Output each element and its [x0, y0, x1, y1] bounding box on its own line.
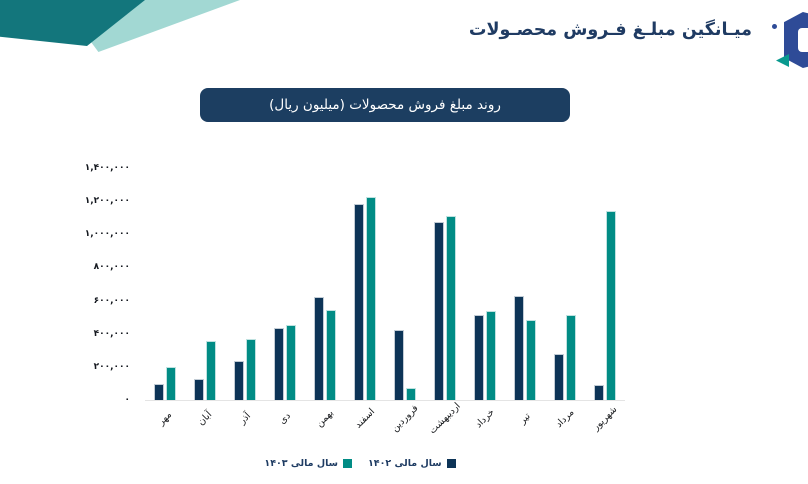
bar-group-5 — [305, 168, 345, 400]
x-axis-label: آبان — [195, 409, 215, 428]
y-tick-label: ۰ — [124, 395, 131, 405]
x-axis-label: مرداد — [553, 407, 577, 430]
page-title: میـانگین مبلـغ فـروش محصـولات — [468, 20, 752, 40]
chart-title-text: روند مبلغ فروش محصولات (میلیون ریال) — [269, 97, 501, 113]
bar-fy1403[interactable] — [446, 216, 456, 400]
bar-fy1403[interactable] — [246, 339, 256, 400]
plot-area — [145, 168, 625, 401]
logo-hexagon-cutout — [798, 28, 808, 52]
bar-fy1402[interactable] — [434, 222, 444, 400]
bar-fy1403[interactable] — [366, 197, 376, 400]
bar-group-2 — [185, 168, 225, 400]
bar-fy1402[interactable] — [394, 330, 404, 400]
x-axis-label: بهمن — [314, 407, 336, 430]
x-axis-label: آذر — [237, 410, 253, 427]
bar-group-8 — [425, 168, 465, 400]
y-tick-label: ۲۰۰,۰۰۰ — [93, 361, 130, 372]
bar-fy1402[interactable] — [154, 384, 164, 400]
bar-fy1402[interactable] — [554, 354, 564, 400]
y-tick-label: ۶۰۰,۰۰۰ — [93, 295, 130, 306]
x-axis-label: مهر — [155, 409, 175, 428]
chart-title-badge: روند مبلغ فروش محصولات (میلیون ریال) — [200, 88, 570, 122]
bar-group-7 — [385, 168, 425, 400]
brand-logo — [772, 10, 808, 76]
bar-group-12 — [585, 168, 625, 400]
bar-group-6 — [345, 168, 385, 400]
bar-fy1402[interactable] — [594, 385, 604, 400]
legend-swatch-icon — [446, 459, 456, 468]
bar-fy1402[interactable] — [234, 361, 244, 400]
bar-fy1403[interactable] — [526, 320, 536, 400]
y-axis: ۱,۴۰۰,۰۰۰ ۱,۲۰۰,۰۰۰ ۱,۰۰۰,۰۰۰ ۸۰۰,۰۰۰ ۶۰۰,۰۰… — [55, 163, 130, 405]
x-axis: مهر آبان آذر دی بهمن اسفند فروردین اردیبهشت خردا… — [145, 400, 625, 450]
y-tick-label: ۱,۰۰۰,۰۰۰ — [84, 229, 130, 240]
bar-fy1403[interactable] — [606, 211, 616, 400]
chart-legend: سال مالی ۱۴۰۲ سال مالی ۱۴۰۳ — [0, 458, 720, 469]
bar-fy1403[interactable] — [406, 388, 416, 400]
bar-fy1402[interactable] — [314, 297, 324, 400]
x-axis-label: تیر — [517, 410, 533, 427]
x-axis-label: دی — [276, 410, 294, 427]
bar-fy1402[interactable] — [514, 296, 524, 400]
bar-group-10 — [505, 168, 545, 400]
x-axis-label: اردیبهشت — [427, 400, 463, 437]
y-tick-label: ۱,۴۰۰,۰۰۰ — [84, 163, 130, 173]
bar-fy1403[interactable] — [326, 310, 336, 400]
x-axis-label: فروردین — [389, 402, 421, 435]
y-tick-label: ۸۰۰,۰۰۰ — [93, 262, 130, 273]
bar-fy1403[interactable] — [486, 311, 496, 400]
bar-group-1 — [145, 168, 185, 400]
bar-group-3 — [225, 168, 265, 400]
y-tick-label: ۴۰۰,۰۰۰ — [93, 328, 130, 339]
bar-fy1403[interactable] — [166, 367, 176, 400]
bar-fy1403[interactable] — [286, 325, 296, 400]
bar-group-9 — [465, 168, 505, 400]
legend-label: سال مالی ۱۴۰۳ — [264, 458, 338, 469]
legend-item-fy1403[interactable]: سال مالی ۱۴۰۳ — [264, 458, 352, 469]
bar-fy1402[interactable] — [194, 379, 204, 400]
x-axis-label: اسفند — [352, 406, 378, 431]
bar-fy1402[interactable] — [474, 315, 484, 400]
bar-group-4 — [265, 168, 305, 400]
logo-triangle-icon — [776, 54, 789, 67]
bar-fy1403[interactable] — [566, 315, 576, 400]
bar-fy1402[interactable] — [274, 328, 284, 400]
x-axis-label: خرداد — [473, 406, 497, 431]
bar-fy1402[interactable] — [354, 204, 364, 400]
x-axis-label: شهریور — [590, 404, 620, 433]
legend-swatch-icon — [343, 459, 352, 468]
y-tick-label: ۱,۲۰۰,۰۰۰ — [84, 196, 130, 207]
legend-label: سال مالی ۱۴۰۲ — [368, 458, 442, 469]
bar-fy1403[interactable] — [206, 341, 216, 400]
legend-item-fy1402[interactable]: سال مالی ۱۴۰۲ — [368, 458, 456, 469]
bar-group-11 — [545, 168, 585, 400]
logo-dot — [772, 24, 777, 29]
